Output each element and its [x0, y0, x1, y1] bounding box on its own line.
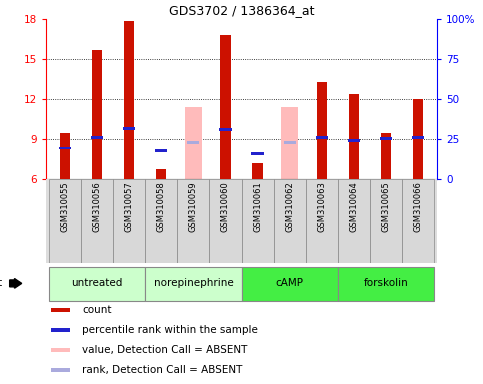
Bar	[155, 149, 168, 152]
Text: rank, Detection Call = ABSENT: rank, Detection Call = ABSENT	[82, 365, 242, 375]
Bar	[380, 137, 392, 140]
Bar	[60, 133, 70, 179]
Text: GSM310064: GSM310064	[349, 181, 358, 232]
Bar	[242, 179, 273, 263]
Bar	[220, 35, 230, 179]
Text: agent: agent	[0, 278, 2, 288]
Text: GSM310065: GSM310065	[381, 181, 390, 232]
Bar	[156, 169, 167, 179]
Text: percentile rank within the sample: percentile rank within the sample	[82, 325, 258, 335]
Text: GSM310061: GSM310061	[253, 181, 262, 232]
Text: untreated: untreated	[71, 278, 123, 288]
Bar	[49, 179, 81, 263]
Bar	[51, 328, 70, 332]
Bar	[281, 107, 298, 179]
Bar	[210, 179, 242, 263]
Text: value, Detection Call = ABSENT: value, Detection Call = ABSENT	[82, 345, 247, 355]
Bar	[59, 147, 71, 149]
Text: norepinephrine: norepinephrine	[154, 278, 233, 288]
Text: GSM310055: GSM310055	[61, 181, 70, 232]
Text: forskolin: forskolin	[363, 278, 408, 288]
Bar	[348, 139, 360, 142]
Bar	[412, 136, 424, 139]
Bar	[219, 128, 231, 131]
Bar	[123, 127, 135, 129]
Bar	[370, 179, 402, 263]
Bar	[81, 179, 113, 263]
Text: GSM310057: GSM310057	[125, 181, 134, 232]
Bar	[51, 369, 70, 372]
Bar	[349, 94, 359, 179]
Bar	[413, 99, 423, 179]
Bar	[252, 152, 264, 155]
Text: GSM310056: GSM310056	[93, 181, 102, 232]
Text: GSM310066: GSM310066	[413, 181, 422, 232]
Bar	[51, 308, 70, 312]
Bar	[92, 50, 102, 179]
Text: GSM310059: GSM310059	[189, 181, 198, 232]
Bar	[185, 107, 202, 179]
Bar	[273, 179, 306, 263]
Bar	[306, 179, 338, 263]
Bar	[51, 348, 70, 352]
Bar	[381, 133, 391, 179]
Text: GSM310060: GSM310060	[221, 181, 230, 232]
Bar	[242, 267, 338, 301]
Bar	[253, 163, 263, 179]
Bar	[91, 136, 103, 139]
Text: GSM310063: GSM310063	[317, 181, 326, 232]
Bar	[124, 20, 134, 179]
Bar	[177, 179, 210, 263]
Bar	[113, 179, 145, 263]
Bar	[338, 179, 370, 263]
Bar	[145, 267, 242, 301]
Bar	[316, 82, 327, 179]
Title: GDS3702 / 1386364_at: GDS3702 / 1386364_at	[169, 3, 314, 17]
Text: count: count	[82, 305, 112, 315]
Text: GSM310062: GSM310062	[285, 181, 294, 232]
Bar	[145, 179, 177, 263]
Text: GSM310058: GSM310058	[157, 181, 166, 232]
Bar	[187, 141, 199, 144]
Text: cAMP: cAMP	[276, 278, 304, 288]
Bar	[402, 179, 434, 263]
Bar	[284, 141, 296, 144]
Bar	[315, 136, 328, 139]
Bar	[338, 267, 434, 301]
Bar	[49, 267, 145, 301]
